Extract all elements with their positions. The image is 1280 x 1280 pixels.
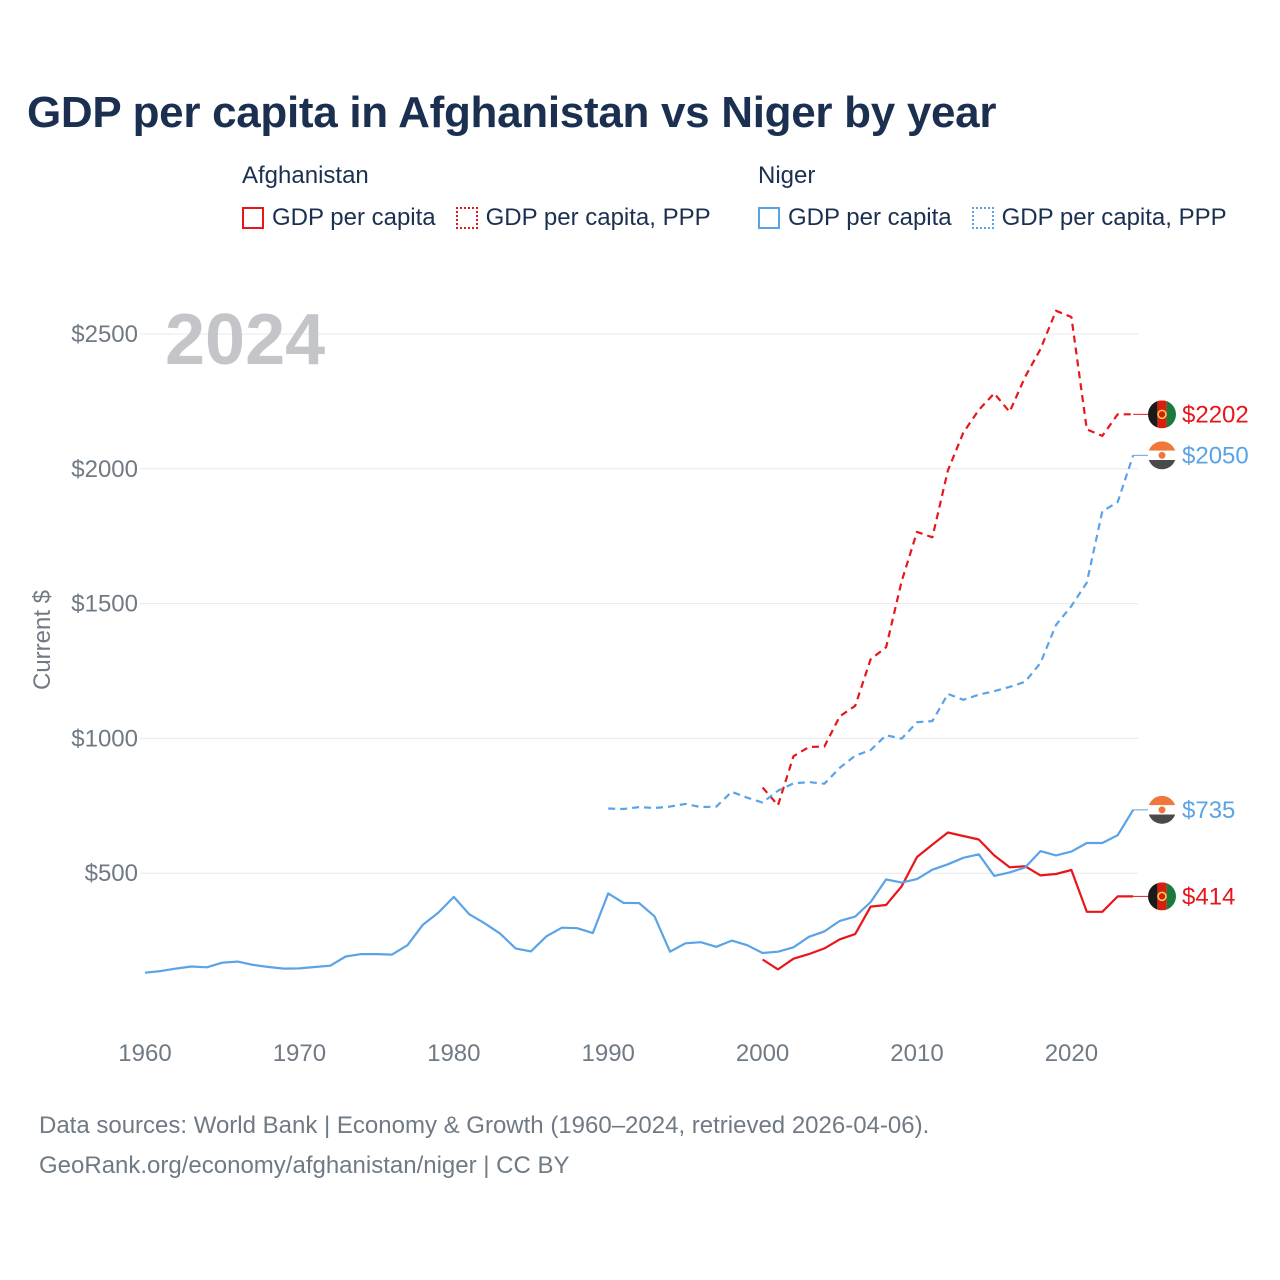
legend-country-niger: Niger bbox=[758, 162, 816, 189]
series-line-afghanistan-gdp-per-capita[interactable] bbox=[762, 831, 1134, 971]
x-tick-label: 2020 bbox=[1045, 1040, 1098, 1067]
legend-group-afghanistan: Afghanistan GDP per capita GDP per capit… bbox=[242, 162, 711, 232]
legend-group-niger: Niger GDP per capita GDP per capita, PPP bbox=[758, 162, 1227, 232]
y-tick-label: $1500 bbox=[71, 591, 138, 618]
niger-flag-icon bbox=[1148, 441, 1176, 470]
afghanistan-flag-icon bbox=[1148, 400, 1176, 429]
legend-label: GDP per capita, PPP bbox=[1001, 204, 1227, 231]
series-line-afghanistan-gdp-per-capita-ppp[interactable] bbox=[761, 309, 1134, 807]
legend-label: GDP per capita, PPP bbox=[485, 204, 711, 231]
legend-item-afghanistan-gdp[interactable]: GDP per capita bbox=[242, 204, 436, 232]
legend-label: GDP per capita bbox=[788, 204, 952, 231]
x-tick-label: 1970 bbox=[273, 1040, 326, 1067]
x-tick-label: 2010 bbox=[890, 1040, 943, 1067]
niger-flag-icon bbox=[1148, 795, 1176, 824]
x-tick-label: 1980 bbox=[427, 1040, 480, 1067]
series-line-niger-gdp-per-capita-ppp[interactable] bbox=[608, 454, 1135, 811]
x-tick-label: 1990 bbox=[582, 1040, 635, 1067]
series-line-niger-gdp-per-capita[interactable] bbox=[144, 809, 1135, 974]
y-tick-label: $1000 bbox=[71, 725, 138, 752]
legend-label: GDP per capita bbox=[272, 204, 436, 231]
legend-item-niger-ppp[interactable]: GDP per capita, PPP bbox=[971, 204, 1227, 232]
footer-sources: Data sources: World Bank | Economy & Gro… bbox=[39, 1112, 930, 1139]
dotted-swatch-icon bbox=[455, 207, 478, 229]
afghanistan-flag-icon bbox=[1148, 882, 1176, 911]
footer-link[interactable]: GeoRank.org/economy/afghanistan/niger | … bbox=[39, 1152, 570, 1179]
year-watermark: 2024 bbox=[165, 300, 325, 380]
solid-swatch-icon bbox=[242, 207, 264, 229]
x-tick-label: 2000 bbox=[736, 1040, 789, 1067]
end-value-label: $2202 bbox=[1182, 401, 1249, 428]
y-tick-label: $500 bbox=[85, 860, 138, 887]
solid-swatch-icon bbox=[758, 207, 780, 229]
y-axis-label: Current $ bbox=[29, 590, 56, 690]
chart-title: GDP per capita in Afghanistan vs Niger b… bbox=[27, 88, 997, 137]
x-tick-label: 1960 bbox=[118, 1040, 171, 1067]
end-value-label: $2050 bbox=[1182, 442, 1249, 469]
dotted-swatch-icon bbox=[971, 207, 994, 229]
legend-item-niger-gdp[interactable]: GDP per capita bbox=[758, 204, 952, 232]
end-value-label: $414 bbox=[1182, 883, 1235, 910]
y-tick-label: $2500 bbox=[71, 321, 138, 348]
legend-country-afghanistan: Afghanistan bbox=[242, 162, 369, 189]
y-tick-label: $2000 bbox=[71, 456, 138, 483]
footer: Data sources: World Bank | Economy & Gro… bbox=[39, 1106, 929, 1186]
legend-item-afghanistan-ppp[interactable]: GDP per capita, PPP bbox=[455, 204, 711, 232]
end-value-label: $735 bbox=[1182, 797, 1235, 824]
